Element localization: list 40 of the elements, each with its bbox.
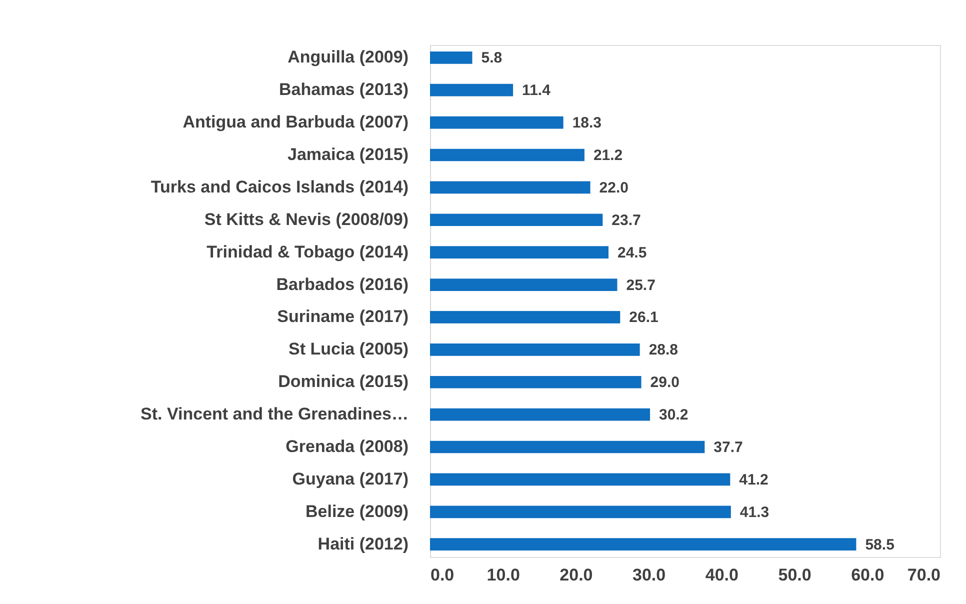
y-tick-label: Trinidad & Tobago (2014) <box>206 242 408 262</box>
x-tick-label: 60.0 <box>851 566 884 584</box>
data-label: 11.4 <box>522 82 552 100</box>
data-label: 25.7 <box>626 276 656 294</box>
data-label: 26.1 <box>629 309 658 326</box>
data-label: 18.3 <box>572 114 602 132</box>
y-tick-label: Anguilla (2009) <box>288 48 408 67</box>
y-tick-label: St Lucia (2005) <box>288 340 408 359</box>
data-label: 30.2 <box>659 406 688 424</box>
x-tick-label: 10.0 <box>486 566 520 584</box>
y-tick-label: Bahamas (2013) <box>279 80 408 100</box>
x-tick-label: 0.0 <box>430 566 454 584</box>
y-tick-label: St. Vincent and the Grenadines… <box>140 404 408 424</box>
y-tick-label: Dominica (2015) <box>278 372 408 392</box>
data-label: 41.3 <box>740 504 770 521</box>
y-tick-label: Belize (2009) <box>306 502 408 521</box>
data-label: 5.8 <box>481 50 502 67</box>
x-tick-label: 20.0 <box>560 566 593 584</box>
y-tick-label: Grenada (2008) <box>286 437 408 456</box>
data-label: 41.2 <box>739 471 768 488</box>
y-tick-label: Antigua and Barbuda (2007) <box>182 112 408 132</box>
data-label: 24.5 <box>618 244 647 262</box>
x-tick-label: 50.0 <box>778 566 812 584</box>
data-label: 37.7 <box>714 439 743 456</box>
y-tick-label: Suriname (2017) <box>277 307 408 326</box>
data-label: 22.0 <box>599 179 628 196</box>
y-tick-label: Jamaica (2015) <box>288 144 408 164</box>
data-label: 29.0 <box>650 374 680 392</box>
x-tick-label: 40.0 <box>705 566 738 584</box>
data-label: 23.7 <box>612 212 641 229</box>
data-label: 58.5 <box>865 536 894 554</box>
y-tick-label: Turks and Caicos Islands (2014) <box>150 177 408 196</box>
y-tick-label: Barbados (2016) <box>276 274 408 294</box>
y-tick-label: St Kitts & Nevis (2008/09) <box>204 210 408 229</box>
y-tick-label: Guyana (2017) <box>292 469 408 488</box>
data-label: 21.2 <box>593 146 623 164</box>
data-label: 28.8 <box>648 342 678 359</box>
y-tick-label: Haiti (2012) <box>318 534 408 554</box>
x-tick-label: 70.0 <box>907 566 940 584</box>
x-tick-label: 30.0 <box>632 566 666 584</box>
